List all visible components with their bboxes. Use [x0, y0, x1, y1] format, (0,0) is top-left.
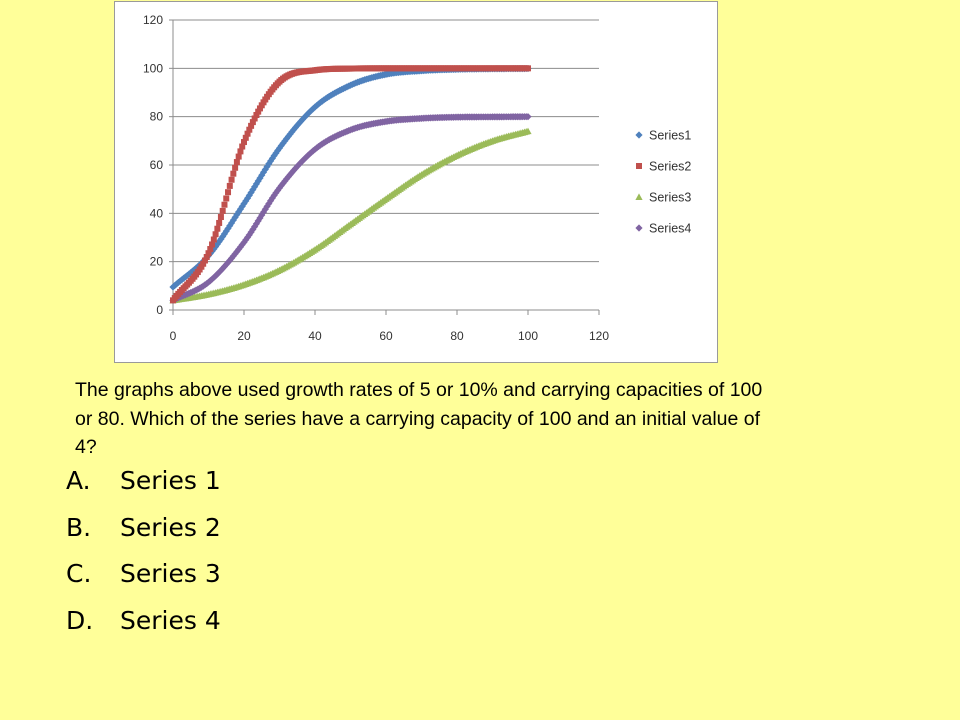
- legend-label: Series4: [649, 222, 691, 236]
- legend-marker: [636, 163, 642, 169]
- data-point: [226, 182, 233, 189]
- chart: 0 20 40 60 80 100 120 0 20 40 60 80 100 120 Series1 Ser…: [114, 1, 718, 363]
- x-tick-label: 40: [308, 329, 322, 343]
- data-point: [225, 189, 232, 196]
- data-point: [221, 201, 228, 208]
- option-a[interactable]: A. Series 1: [66, 462, 221, 509]
- data-point: [244, 130, 251, 137]
- x-tick-label: 120: [589, 329, 609, 343]
- legend-marker: [635, 224, 643, 232]
- option-text: Series 3: [120, 559, 221, 588]
- data-point: [524, 127, 532, 135]
- y-tick-label: 60: [150, 158, 164, 172]
- data-point: [213, 240, 221, 248]
- option-text: Series 4: [120, 605, 221, 635]
- legend-marker: [635, 193, 643, 200]
- data-point: [224, 258, 232, 267]
- legend-label: Series3: [649, 191, 691, 205]
- legend-marker: [635, 131, 643, 139]
- data-point: [288, 128, 296, 136]
- data-point: [255, 108, 262, 115]
- y-tick-label: 80: [150, 110, 164, 124]
- option-c[interactable]: C. Series 3: [66, 555, 221, 602]
- x-tick-label: 60: [379, 329, 393, 343]
- data-point: [201, 257, 208, 264]
- data-point: [300, 113, 308, 122]
- data-point: [246, 126, 253, 133]
- data-point: [210, 236, 217, 243]
- y-tick-label: 40: [150, 206, 164, 220]
- data-point: [297, 159, 305, 167]
- data-point: [230, 170, 237, 177]
- data-point: [203, 254, 210, 261]
- data-point: [216, 219, 223, 226]
- data-point: [297, 117, 305, 125]
- data-point: [209, 241, 216, 248]
- data-point: [261, 165, 269, 174]
- data-point: [253, 112, 260, 119]
- chart-svg: 0 20 40 60 80 100 120 0 20 40 60 80 100 120 Series1 Ser…: [143, 13, 691, 343]
- data-point: [235, 153, 242, 160]
- option-text: Series 1: [120, 466, 221, 495]
- data-point: [207, 246, 214, 253]
- data-point: [256, 105, 263, 112]
- data-point: [223, 195, 230, 202]
- data-point: [214, 225, 221, 232]
- data-point: [239, 143, 246, 150]
- data-point: [241, 139, 247, 146]
- y-tick-label: 0: [156, 303, 163, 317]
- data-point: [219, 207, 226, 214]
- y-tick-label: 20: [150, 255, 164, 269]
- option-letter: A.: [66, 466, 91, 495]
- option-letter: B.: [66, 512, 92, 542]
- y-tick-label: 100: [143, 61, 163, 75]
- legend-label: Series2: [649, 160, 691, 174]
- data-point: [279, 179, 287, 187]
- option-d[interactable]: D. Series 4: [66, 602, 221, 649]
- data-point: [228, 176, 235, 183]
- data-point: [248, 122, 255, 129]
- data-point: [222, 260, 230, 269]
- option-text: Series 2: [120, 512, 221, 542]
- x-tick-label: 80: [450, 329, 464, 343]
- data-point: [212, 231, 219, 238]
- x-tick-label: 20: [237, 329, 251, 343]
- data-point: [525, 65, 531, 72]
- data-point: [231, 213, 239, 221]
- data-point: [200, 260, 207, 267]
- option-b[interactable]: B. Series 2: [66, 509, 221, 556]
- data-point: [222, 227, 230, 235]
- x-tick-label: 0: [170, 329, 177, 343]
- data-point: [217, 214, 224, 221]
- option-letter: C.: [66, 559, 92, 588]
- y-tick-label: 120: [143, 13, 163, 27]
- data-point: [232, 164, 239, 171]
- option-letter: D.: [66, 605, 94, 635]
- data-point: [205, 250, 212, 257]
- legend-label: Series1: [649, 129, 691, 143]
- data-point: [242, 134, 249, 141]
- data-point: [524, 113, 532, 121]
- data-point: [251, 115, 258, 122]
- data-point: [233, 159, 240, 166]
- data-point: [279, 139, 287, 147]
- question-text: The graphs above used growth rates of 5 …: [75, 379, 763, 458]
- data-point: [249, 119, 256, 126]
- answer-options: A. Series 1 B. Series 2 C. Series 3 D. Serie…: [66, 462, 221, 648]
- data-point: [237, 148, 244, 155]
- data-point: [270, 152, 278, 160]
- x-tick-label: 100: [518, 329, 538, 343]
